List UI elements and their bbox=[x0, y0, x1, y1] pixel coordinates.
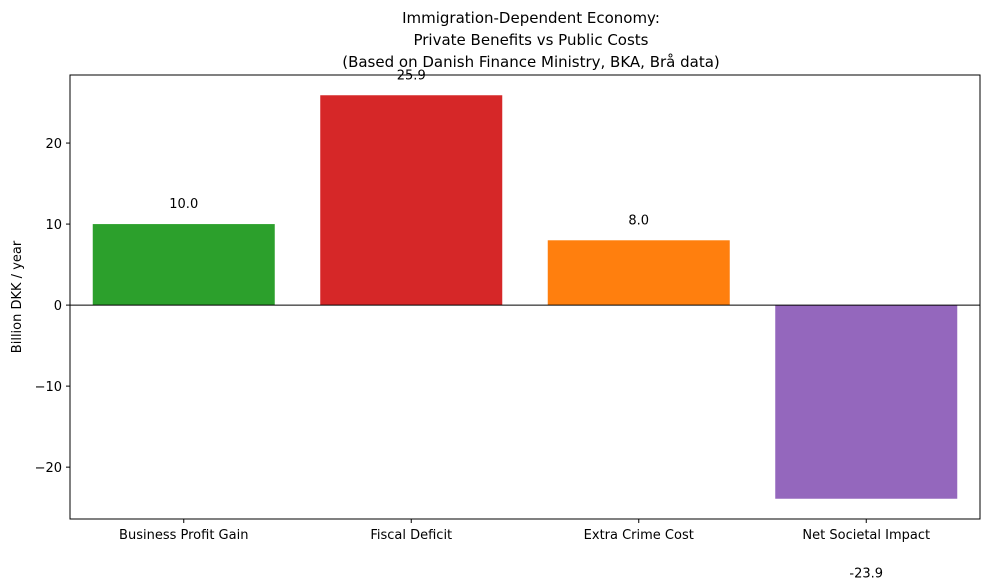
x-tick-label: Extra Crime Cost bbox=[584, 528, 694, 543]
x-tick-label: Business Profit Gain bbox=[119, 528, 248, 543]
y-tick-label: −20 bbox=[35, 461, 62, 476]
y-tick-label: 0 bbox=[54, 299, 62, 314]
y-tick-label: −10 bbox=[35, 380, 62, 395]
data-label: 10.0 bbox=[169, 197, 198, 212]
bar bbox=[92, 224, 275, 306]
y-axis-label: Billion DKK / year bbox=[10, 240, 25, 353]
x-tick-label: Fiscal Deficit bbox=[370, 528, 452, 543]
data-label: 25.9 bbox=[397, 68, 426, 83]
y-tick-label: 20 bbox=[45, 137, 62, 152]
bar bbox=[547, 240, 730, 306]
chart-title-line-2: Private Benefits vs Public Costs bbox=[413, 31, 648, 49]
data-labels-group: 10.0 25.9 8.0 -23.9 bbox=[169, 68, 883, 581]
plot-frame bbox=[69, 74, 981, 520]
data-label: -23.9 bbox=[849, 567, 883, 582]
bar bbox=[320, 95, 503, 306]
y-tick-label: 10 bbox=[45, 218, 62, 233]
chart-title-line-1: Immigration-Dependent Economy: bbox=[402, 9, 660, 27]
bars-group bbox=[92, 95, 958, 499]
x-tick-label: Net Societal Impact bbox=[802, 528, 930, 543]
bar bbox=[775, 305, 958, 499]
x-axis-ticks: Business Profit Gain Fiscal Deficit Extra … bbox=[119, 519, 930, 543]
y-axis-ticks: −20 −10 0 10 20 bbox=[35, 137, 70, 476]
chart-title-line-3: (Based on Danish Finance Ministry, BKA, … bbox=[342, 53, 720, 71]
data-label: 8.0 bbox=[628, 213, 649, 228]
